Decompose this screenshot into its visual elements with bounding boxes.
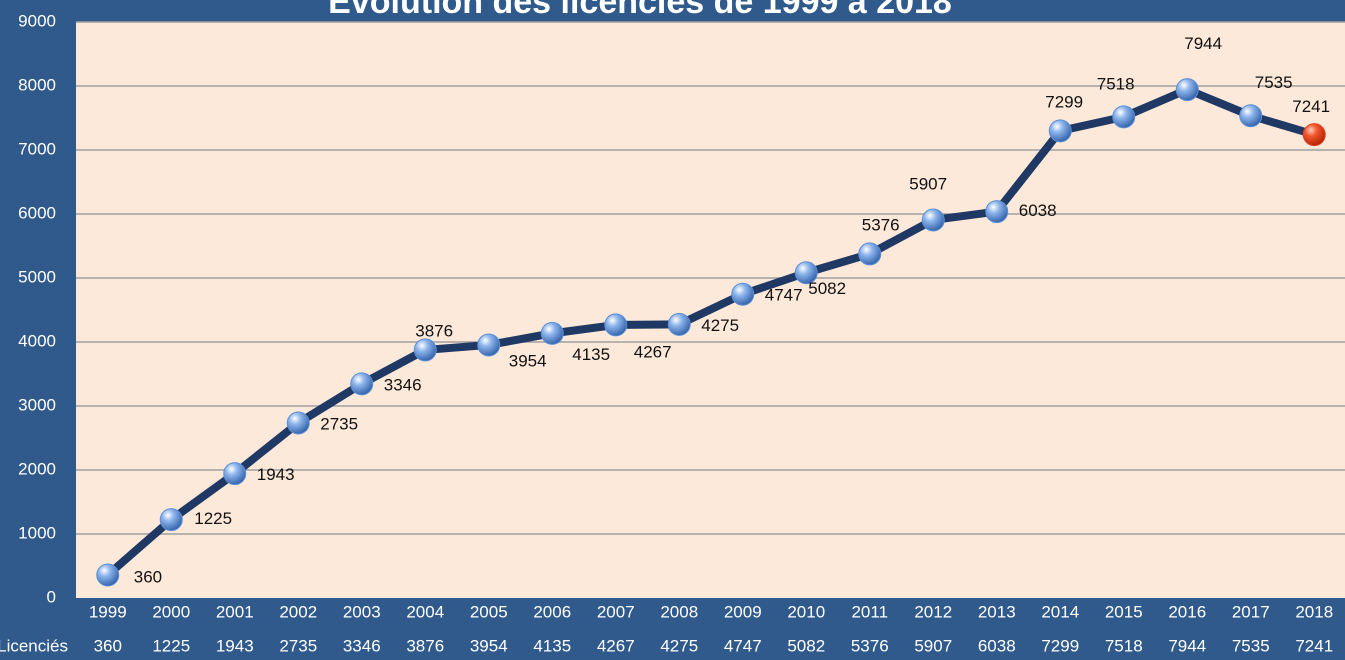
data-label: 5376 bbox=[862, 215, 900, 234]
x-tick-label: 2013 bbox=[978, 602, 1016, 621]
table-value: 7535 bbox=[1232, 636, 1270, 655]
y-tick-label: 4000 bbox=[18, 331, 56, 350]
marker bbox=[1048, 119, 1072, 143]
x-tick-label: 2017 bbox=[1232, 602, 1270, 621]
table-value: 4267 bbox=[597, 636, 635, 655]
x-tick-label: 2001 bbox=[216, 602, 254, 621]
table-value: 4275 bbox=[660, 636, 698, 655]
x-tick-label: 2004 bbox=[406, 602, 444, 621]
marker bbox=[1239, 104, 1263, 128]
x-tick-label: 2007 bbox=[597, 602, 635, 621]
y-tick-label: 8000 bbox=[18, 75, 56, 94]
table-value: 4747 bbox=[724, 636, 762, 655]
x-tick-label: 1999 bbox=[89, 602, 127, 621]
x-tick-label: 2002 bbox=[279, 602, 317, 621]
marker bbox=[858, 242, 882, 266]
marker bbox=[477, 333, 501, 357]
data-label: 3346 bbox=[384, 375, 422, 394]
table-value: 7944 bbox=[1168, 636, 1206, 655]
marker bbox=[1302, 123, 1326, 147]
data-label: 1943 bbox=[257, 465, 295, 484]
x-tick-label: 2003 bbox=[343, 602, 381, 621]
marker bbox=[540, 321, 564, 345]
x-tick-label: 2018 bbox=[1295, 602, 1333, 621]
x-tick-label: 2014 bbox=[1041, 602, 1079, 621]
y-tick-label: 7000 bbox=[18, 139, 56, 158]
data-label: 4275 bbox=[701, 316, 739, 335]
x-tick-label: 2015 bbox=[1105, 602, 1143, 621]
marker bbox=[96, 563, 120, 587]
x-tick-label: 2008 bbox=[660, 602, 698, 621]
marker bbox=[1175, 78, 1199, 102]
y-tick-label: 0 bbox=[47, 587, 56, 606]
marker bbox=[667, 312, 691, 336]
data-label: 5082 bbox=[808, 279, 846, 298]
table-value: 5376 bbox=[851, 636, 889, 655]
data-label: 4135 bbox=[572, 345, 610, 364]
data-label: 7299 bbox=[1045, 92, 1083, 111]
x-tick-label: 2011 bbox=[851, 602, 888, 621]
marker bbox=[286, 411, 310, 435]
table-value: 7299 bbox=[1041, 636, 1079, 655]
data-label: 2735 bbox=[320, 414, 358, 433]
table-value: 360 bbox=[94, 636, 122, 655]
x-tick-label: 2010 bbox=[787, 602, 825, 621]
y-tick-label: 9000 bbox=[18, 11, 56, 30]
y-tick-label: 3000 bbox=[18, 395, 56, 414]
table-value: 5907 bbox=[914, 636, 952, 655]
marker bbox=[1112, 105, 1136, 129]
table-value: 6038 bbox=[978, 636, 1016, 655]
data-label: 3876 bbox=[415, 321, 453, 340]
marker bbox=[731, 282, 755, 306]
table-value: 3876 bbox=[406, 636, 444, 655]
marker bbox=[794, 261, 818, 285]
y-tick-label: 1000 bbox=[18, 523, 56, 542]
data-label: 7518 bbox=[1097, 74, 1135, 93]
table-value: 3346 bbox=[343, 636, 381, 655]
data-label: 1225 bbox=[194, 509, 232, 528]
marker bbox=[159, 508, 183, 532]
marker bbox=[985, 200, 1009, 224]
y-tick-label: 5000 bbox=[18, 267, 56, 286]
x-tick-label: 2009 bbox=[724, 602, 762, 621]
marker bbox=[604, 313, 628, 337]
chart-title: Evolution des licenciés de 1999 à 2018 bbox=[328, 0, 952, 21]
marker bbox=[921, 208, 945, 232]
table-value: 1943 bbox=[216, 636, 254, 655]
y-tick-label: 2000 bbox=[18, 459, 56, 478]
table-value: 3954 bbox=[470, 636, 508, 655]
data-label: 7241 bbox=[1292, 97, 1330, 116]
data-label: 360 bbox=[134, 567, 162, 586]
table-value: 7518 bbox=[1105, 636, 1143, 655]
data-label: 4267 bbox=[634, 342, 672, 361]
x-tick-label: 2006 bbox=[533, 602, 571, 621]
table-value: 5082 bbox=[787, 636, 825, 655]
data-label: 6038 bbox=[1019, 201, 1057, 220]
table-value: 1225 bbox=[152, 636, 190, 655]
y-tick-label: 6000 bbox=[18, 203, 56, 222]
x-tick-label: 2005 bbox=[470, 602, 508, 621]
x-tick-label: 2000 bbox=[152, 602, 190, 621]
table-row-label: Licenciés bbox=[0, 636, 68, 655]
data-label: 4747 bbox=[765, 286, 803, 305]
data-label: 5907 bbox=[909, 174, 947, 193]
marker bbox=[413, 338, 437, 362]
data-label: 3954 bbox=[509, 351, 547, 370]
x-tick-label: 2012 bbox=[914, 602, 952, 621]
table-value: 7241 bbox=[1295, 636, 1333, 655]
table-value: 2735 bbox=[279, 636, 317, 655]
x-tick-label: 2016 bbox=[1168, 602, 1206, 621]
data-label: 7944 bbox=[1184, 34, 1222, 53]
marker bbox=[223, 462, 247, 486]
marker bbox=[350, 372, 374, 396]
table-value: 4135 bbox=[533, 636, 571, 655]
data-label: 7535 bbox=[1255, 73, 1293, 92]
